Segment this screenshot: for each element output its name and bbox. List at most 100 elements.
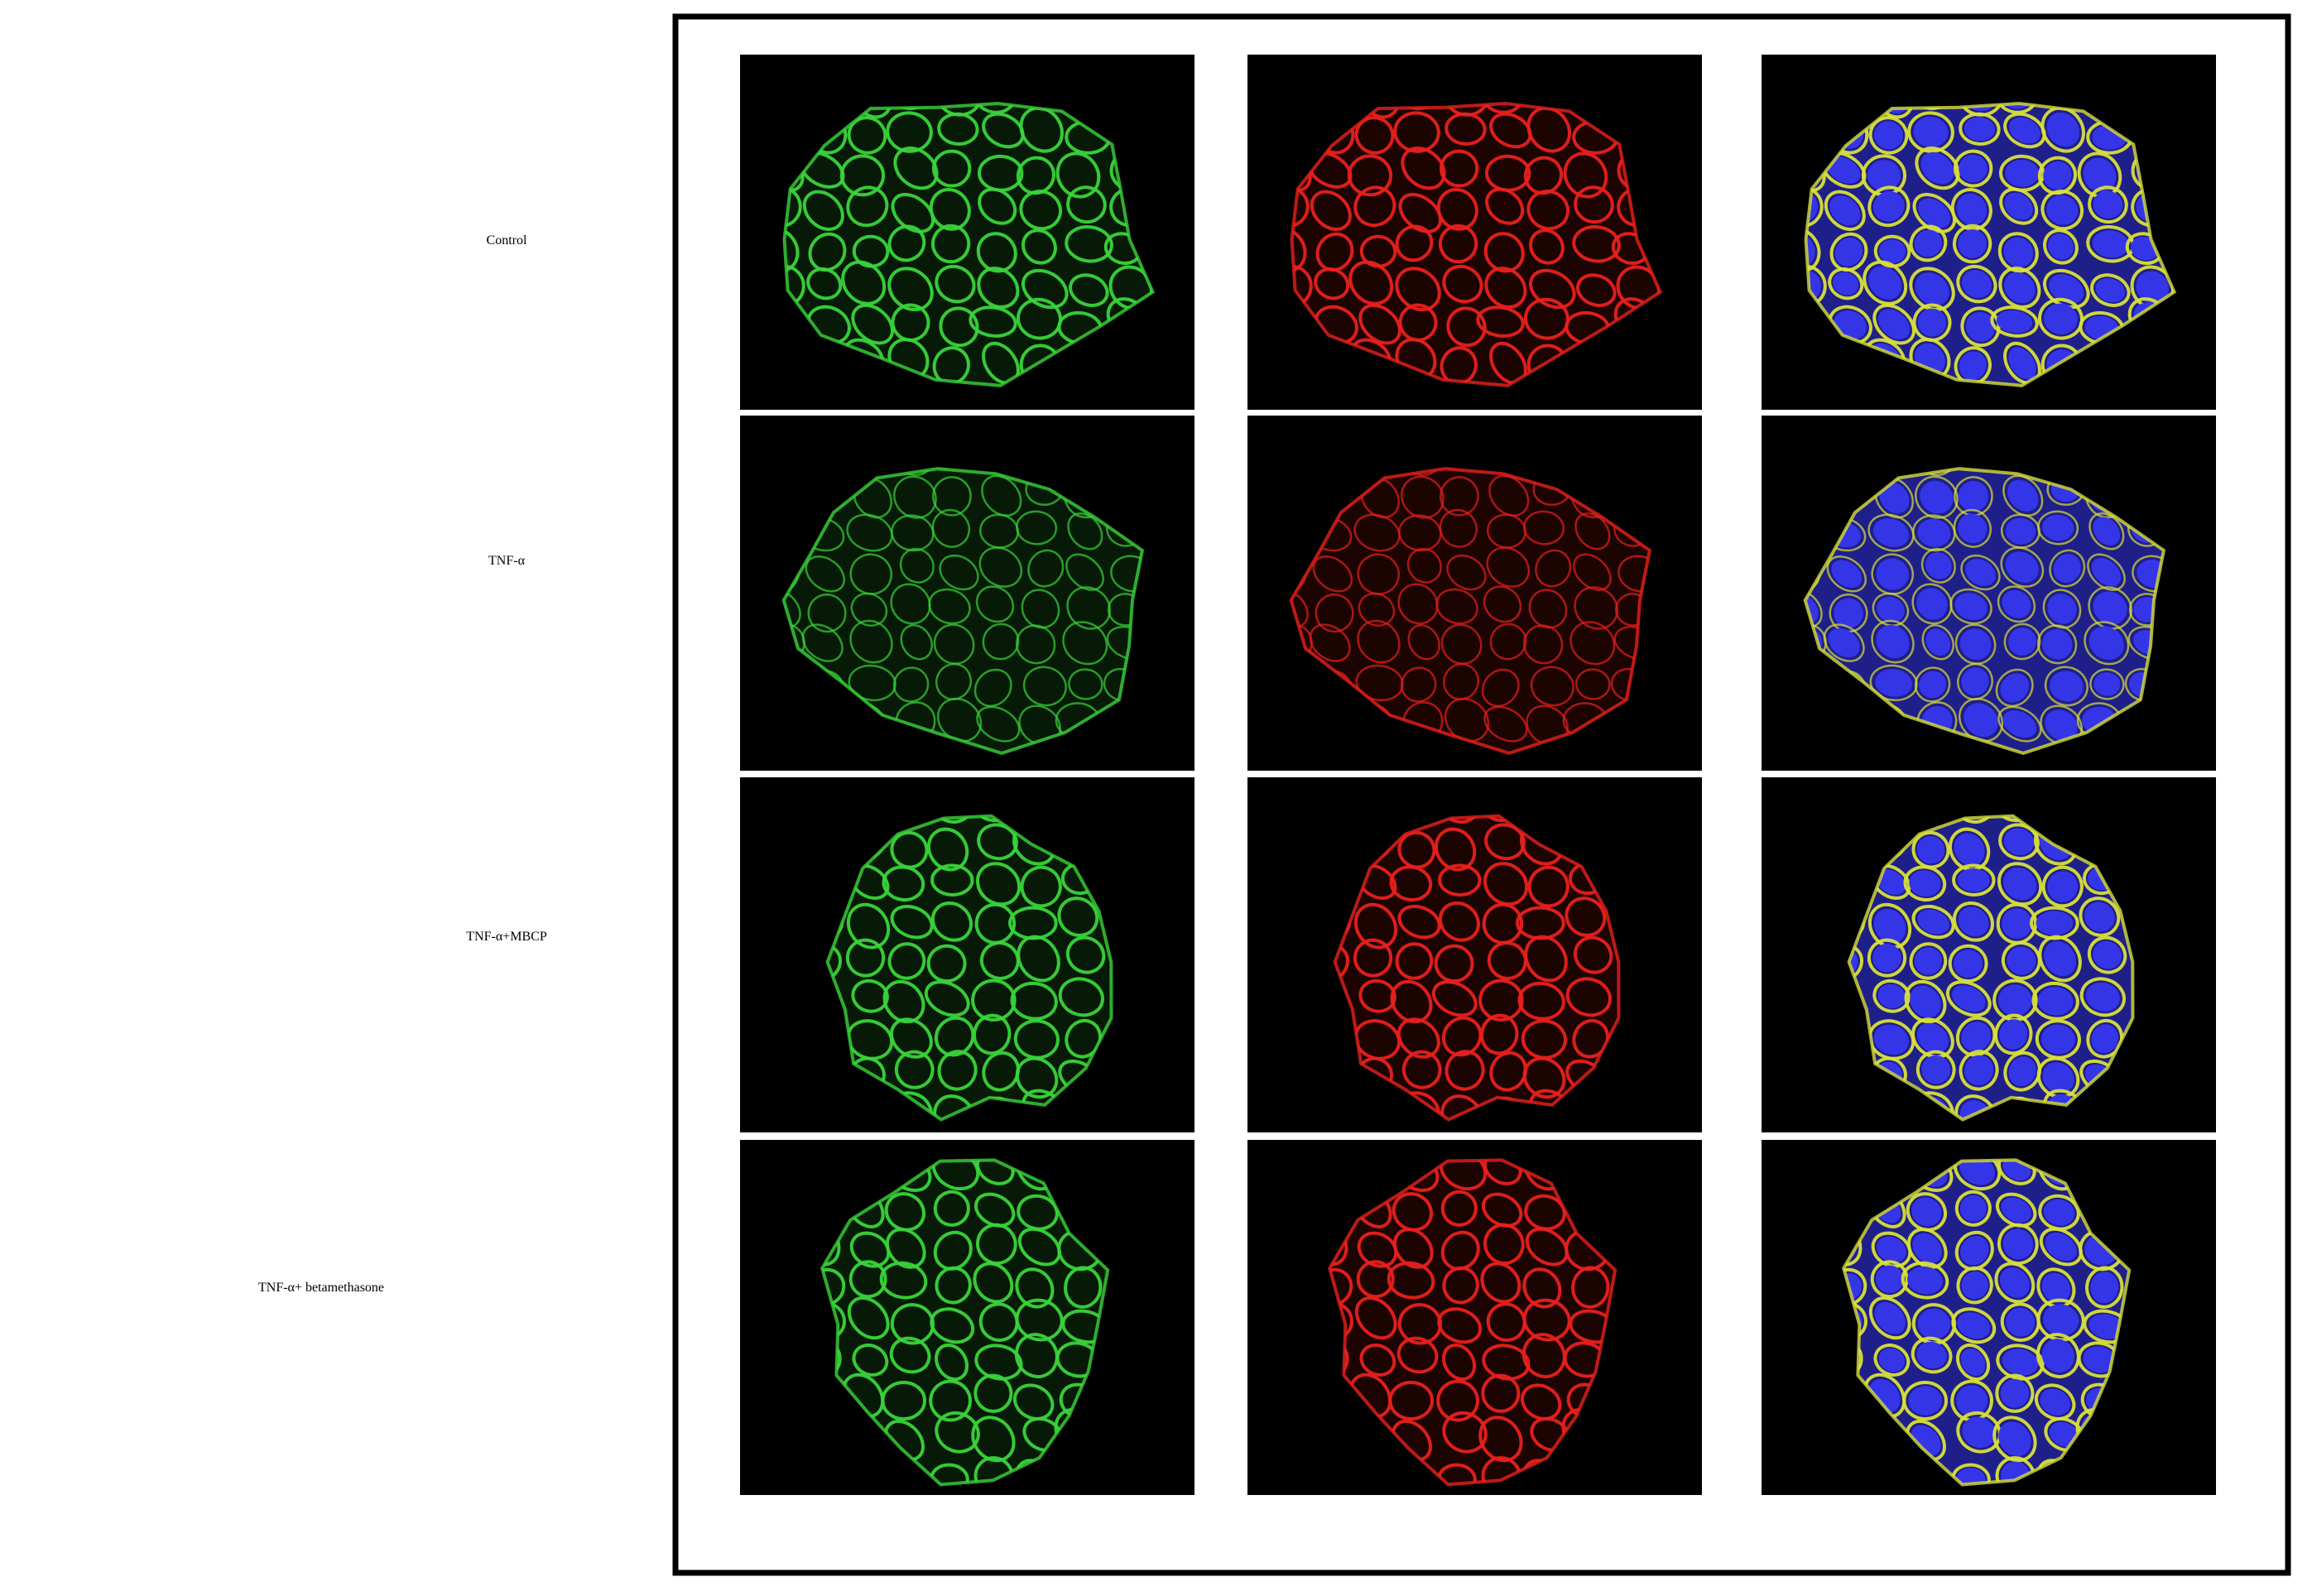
cell-membrane <box>2000 1302 2040 1342</box>
cell-membrane <box>1353 185 1396 228</box>
cell-membrane <box>1440 623 1483 665</box>
cell-membrane <box>1995 815 2037 823</box>
cell-membrane <box>982 112 1025 149</box>
cell-membrane <box>1014 1333 1059 1379</box>
panel: H <box>1247 777 1702 1132</box>
nucleus <box>1879 482 1910 514</box>
nucleus <box>1925 552 1952 579</box>
cell-membrane <box>1314 267 1350 300</box>
cell-membrane <box>1867 185 1911 228</box>
panel-letter: C <box>1785 65 1794 79</box>
nucleus <box>1920 151 1954 185</box>
panel-background <box>1247 777 1702 1132</box>
panel-background <box>1247 416 1702 771</box>
cell-membrane <box>1529 268 1576 310</box>
cell-membrane <box>982 623 1020 661</box>
cell-membrane <box>1960 306 2001 348</box>
nucleus <box>2092 230 2129 258</box>
cell-membrane <box>851 978 889 1013</box>
nucleus <box>2002 589 2031 618</box>
cell-membrane <box>822 1301 846 1340</box>
nucleus <box>1958 229 1987 258</box>
cell-membrane <box>1315 232 1354 272</box>
nucleus <box>1872 943 1901 973</box>
nucleus <box>1829 195 1861 226</box>
cell-membrane <box>1478 1416 1523 1463</box>
cell-membrane <box>1997 585 2036 623</box>
cell-membrane <box>1407 624 1440 661</box>
cell-membrane <box>891 193 935 233</box>
nucleus <box>1908 1386 1942 1416</box>
nucleus <box>2005 517 2036 545</box>
cell-membrane <box>2041 865 2084 908</box>
cell-membrane <box>929 1379 972 1422</box>
cell-membrane <box>1027 549 1065 588</box>
cell-membrane <box>1348 260 1394 305</box>
cell-membrane <box>1522 1298 1571 1342</box>
panel: C <box>1762 55 2216 410</box>
cell-membrane <box>1358 592 1396 627</box>
cell-membrane <box>807 593 847 633</box>
cell-membrane <box>1436 1379 1479 1422</box>
cell-membrane <box>1065 225 1113 263</box>
cell-membrane <box>1951 1307 1997 1344</box>
cell-membrane <box>1397 583 1439 625</box>
cell-membrane <box>930 224 971 264</box>
cell-membrane <box>1439 815 1482 824</box>
nucleus <box>2004 272 2036 304</box>
cell-membrane <box>2088 185 2128 224</box>
nucleus <box>1959 154 1988 183</box>
cell-membrane <box>939 554 979 591</box>
nucleus <box>2041 1339 2074 1372</box>
cytoplasm <box>827 815 1112 1120</box>
cell-membrane <box>1994 103 2038 114</box>
nucleus <box>2001 1197 2031 1223</box>
panel: M <box>1247 1140 1702 1495</box>
panel: E <box>1247 416 1702 771</box>
cell-membrane <box>2128 593 2164 627</box>
nucleus <box>2003 237 2034 267</box>
cell-membrane <box>890 830 929 869</box>
nucleus <box>2090 1272 2119 1304</box>
cell-membrane <box>933 1190 970 1227</box>
cell-membrane <box>1954 623 1997 665</box>
cell-membrane <box>1997 862 2043 906</box>
nucleus <box>1921 1055 1951 1084</box>
cell-membrane <box>1829 593 1868 633</box>
cell-membrane <box>822 1267 846 1306</box>
cell-membrane <box>1990 305 2039 338</box>
cell-membrane <box>2043 1089 2087 1120</box>
nucleus <box>2004 192 2033 220</box>
cell-membrane <box>1954 1190 1992 1227</box>
cell-membrane <box>1021 1089 1065 1120</box>
nucleus <box>1951 985 1986 1012</box>
cluster-outline <box>825 814 1113 1122</box>
cell-membrane <box>1315 593 1354 633</box>
cell-membrane <box>1489 112 1532 149</box>
cell-membrane <box>1397 905 1441 940</box>
cell-membrane <box>1358 303 1401 345</box>
cell-membrane <box>1396 1017 1440 1059</box>
cell-membrane <box>931 508 970 548</box>
nucleus <box>1957 1312 1991 1339</box>
cell-membrane <box>1436 188 1478 231</box>
cell-membrane <box>1805 590 1823 628</box>
cell-membrane <box>2036 1056 2080 1099</box>
cell-membrane <box>1483 705 1528 743</box>
cell-membrane <box>1401 1050 1442 1089</box>
nucleus <box>2088 626 2124 661</box>
nucleus <box>2005 551 2039 583</box>
cell-membrane <box>886 111 933 153</box>
cluster-outline <box>1842 1158 2132 1487</box>
cell-membrane <box>1953 815 1996 824</box>
cell-membrane <box>1994 1262 2036 1304</box>
nucleus <box>2041 629 2073 660</box>
nucleus <box>1961 1271 1988 1300</box>
panel-letter: M <box>1271 1151 1282 1165</box>
nucleus <box>1962 1416 1996 1448</box>
nucleus <box>2046 195 2079 225</box>
row-label: TNF-α <box>488 554 526 568</box>
nucleus <box>1960 1348 1986 1376</box>
cell-membrane <box>1485 187 1525 225</box>
cell-membrane <box>887 942 926 980</box>
